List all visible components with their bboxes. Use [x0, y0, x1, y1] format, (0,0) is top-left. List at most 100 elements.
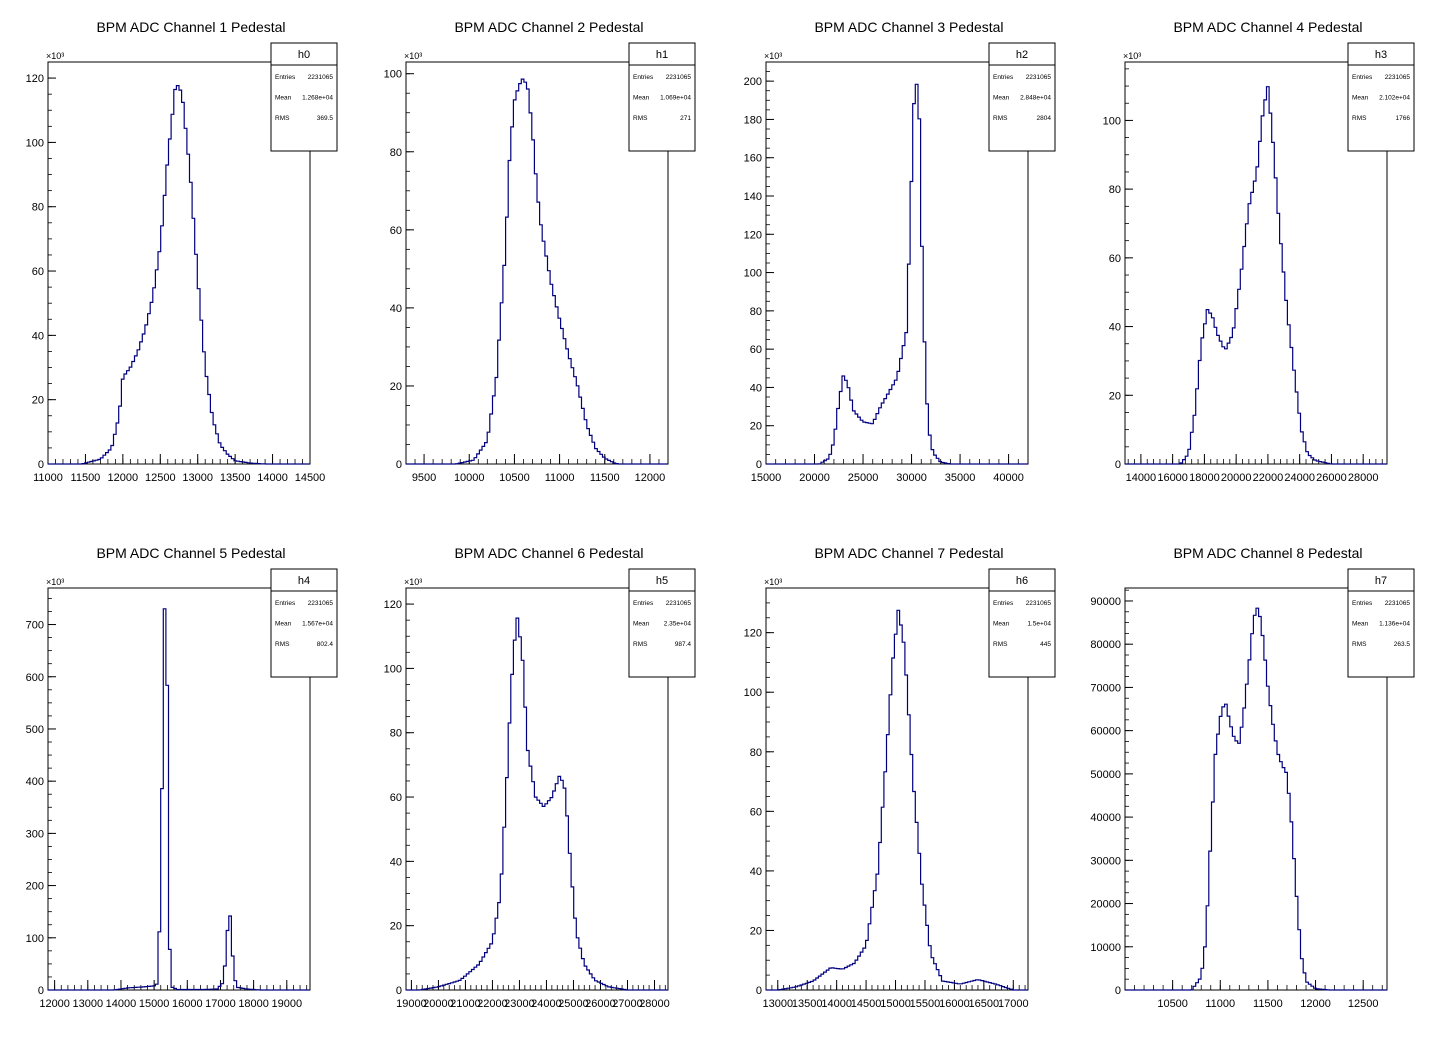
stats-box: h4 Entries 2231065 Mean 1.567e+04 RMS 802.4	[270, 568, 338, 678]
histogram-panel-h0: BPM ADC Channel 1 Pedestal ×10³ 0 20 40 60 80 1…	[26, 19, 338, 484]
y-tick-label: 60000	[1090, 726, 1121, 738]
x-tick-label: 18000	[238, 998, 269, 1010]
stats-box: h3 Entries 2231065 Mean 2.102e+04 RMS 1766	[1347, 42, 1415, 152]
stats-label-rms: RMS	[993, 641, 1008, 648]
histogram-series	[406, 78, 668, 465]
stats-value-entries: 2231065	[308, 600, 334, 607]
x-tick-label: 16000	[939, 998, 970, 1010]
y-tick-label: 100	[744, 268, 762, 280]
y-tick-label: 180	[744, 114, 762, 126]
x-tick-label: 14000	[821, 998, 852, 1010]
y-tick-label: 120	[384, 599, 402, 611]
y-tick-label: 100	[1103, 115, 1121, 127]
stats-box: h1 Entries 2231065 Mean 1.069e+04 RMS 271	[628, 42, 696, 152]
histogram-series	[1125, 86, 1387, 465]
x-tick-label: 21000	[450, 998, 481, 1010]
x-tick-label: 15000	[751, 472, 782, 484]
stats-name: h3	[1375, 49, 1387, 61]
x-tick-label: 12000	[108, 472, 139, 484]
x-tick-label: 9500	[412, 472, 436, 484]
x-tick-label: 11500	[590, 472, 620, 484]
x-tick-label: 11500	[1253, 998, 1283, 1010]
histogram-panel-h1: BPM ADC Channel 2 Pedestal ×10³ 0 20 40 60 80 1…	[384, 19, 696, 484]
x-tick-label: 30000	[896, 472, 927, 484]
stats-label-mean: Mean	[1352, 95, 1369, 102]
stats-label-entries: Entries	[1352, 74, 1373, 81]
stats-label-mean: Mean	[275, 95, 292, 102]
y-tick-label: 90000	[1090, 596, 1121, 608]
x-tick-label: 26000	[1316, 472, 1347, 484]
stats-label-mean: Mean	[1352, 621, 1369, 628]
stats-label-rms: RMS	[275, 115, 290, 122]
y-tick-label: 40	[1109, 322, 1121, 334]
histogram-series	[48, 85, 310, 465]
y-axis-multiplier: ×10³	[764, 51, 782, 61]
y-tick-label: 20	[750, 925, 762, 937]
histogram-series	[406, 617, 668, 991]
chart-title: BPM ADC Channel 5 Pedestal	[96, 545, 285, 561]
y-tick-label: 200	[26, 881, 44, 893]
x-tick-label: 22000	[1253, 472, 1284, 484]
y-tick-label: 80	[1109, 184, 1121, 196]
y-axis-multiplier: ×10³	[46, 51, 64, 61]
stats-name: h5	[656, 575, 668, 587]
stats-box: h0 Entries 2231065 Mean 1.268e+04 RMS 369.5	[270, 42, 338, 152]
stats-label-rms: RMS	[633, 641, 648, 648]
x-tick-label: 19000	[271, 998, 302, 1010]
y-tick-label: 0	[1115, 459, 1121, 471]
stats-label-rms: RMS	[275, 641, 290, 648]
x-tick-label: 16500	[969, 998, 1000, 1010]
x-tick-label: 28000	[1348, 472, 1379, 484]
x-tick-label: 11500	[71, 472, 101, 484]
x-tick-label: 27000	[612, 998, 643, 1010]
y-tick-label: 600	[26, 672, 44, 684]
x-tick-label: 40000	[993, 472, 1024, 484]
x-tick-label: 13000	[73, 998, 104, 1010]
y-tick-label: 40	[390, 856, 402, 868]
y-tick-label: 60	[750, 344, 762, 356]
y-tick-label: 0	[756, 459, 762, 471]
x-tick-label: 15000	[880, 998, 911, 1010]
y-tick-label: 60	[750, 806, 762, 818]
x-tick-label: 14500	[851, 998, 882, 1010]
x-tick-label: 16000	[172, 998, 203, 1010]
histogram-panel-h2: BPM ADC Channel 3 Pedestal ×10³ 0 20 40 60 80 1…	[744, 19, 1056, 484]
y-tick-label: 100	[384, 663, 402, 675]
y-tick-label: 80	[390, 728, 402, 740]
histogram-series	[1125, 607, 1387, 991]
x-tick-label: 19000	[396, 998, 427, 1010]
stats-value-rms: 1766	[1396, 115, 1411, 122]
y-tick-label: 700	[26, 620, 44, 632]
y-axis-multiplier: ×10³	[404, 577, 422, 587]
plot-frame	[1124, 61, 1388, 465]
y-tick-label: 0	[396, 459, 402, 471]
stats-value-mean: 1.069e+04	[660, 95, 691, 102]
y-tick-label: 60	[1109, 253, 1121, 265]
y-tick-label: 100	[384, 69, 402, 81]
y-tick-label: 40	[750, 866, 762, 878]
y-tick-label: 20000	[1090, 899, 1121, 911]
y-tick-label: 200	[744, 76, 762, 88]
y-tick-label: 40	[750, 382, 762, 394]
stats-box: h7 Entries 2231065 Mean 1.136e+04 RMS 263.5	[1347, 568, 1415, 678]
plot-frame	[1124, 587, 1388, 991]
stats-label-entries: Entries	[993, 600, 1014, 607]
y-axis-multiplier: ×10³	[404, 51, 422, 61]
chart-title: BPM ADC Channel 6 Pedestal	[454, 545, 643, 561]
y-tick-label: 20	[390, 921, 402, 933]
y-tick-label: 100	[744, 687, 762, 699]
y-tick-label: 140	[744, 191, 762, 203]
stats-label-entries: Entries	[275, 600, 296, 607]
x-tick-label: 35000	[945, 472, 976, 484]
histogram-series	[48, 608, 310, 991]
stats-value-entries: 2231065	[666, 600, 692, 607]
x-tick-label: 10500	[499, 472, 530, 484]
stats-name: h7	[1375, 575, 1387, 587]
x-tick-label: 14000	[106, 998, 137, 1010]
x-tick-label: 11000	[545, 472, 575, 484]
stats-label-mean: Mean	[633, 95, 650, 102]
stats-label-mean: Mean	[993, 95, 1010, 102]
stats-value-mean: 2.102e+04	[1379, 95, 1410, 102]
y-tick-label: 20	[750, 421, 762, 433]
